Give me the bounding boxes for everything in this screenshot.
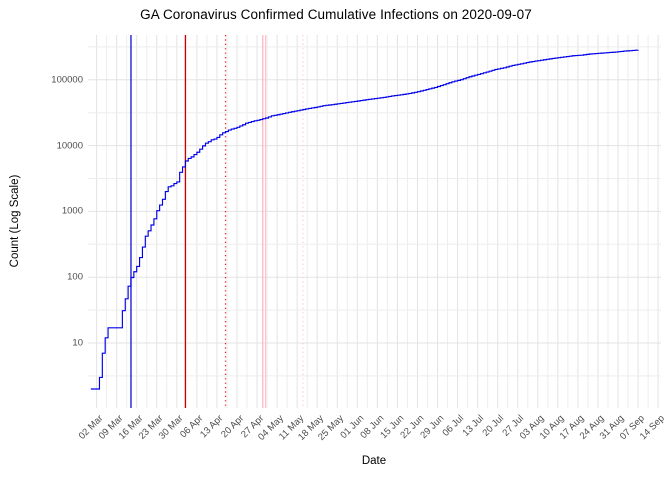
chart-title: GA Coronavirus Confirmed Cumulative Infe… <box>140 7 532 22</box>
y-tick-label: 100 <box>67 271 83 283</box>
y-tick-label: 10 <box>72 337 83 349</box>
y-tick-label: 10000 <box>56 140 83 152</box>
x-axis-title: Date <box>361 455 387 467</box>
y-tick-label: 1000 <box>61 205 83 217</box>
y-tick-label: 100000 <box>51 74 83 86</box>
series-line-cumulative-infections <box>90 49 639 390</box>
